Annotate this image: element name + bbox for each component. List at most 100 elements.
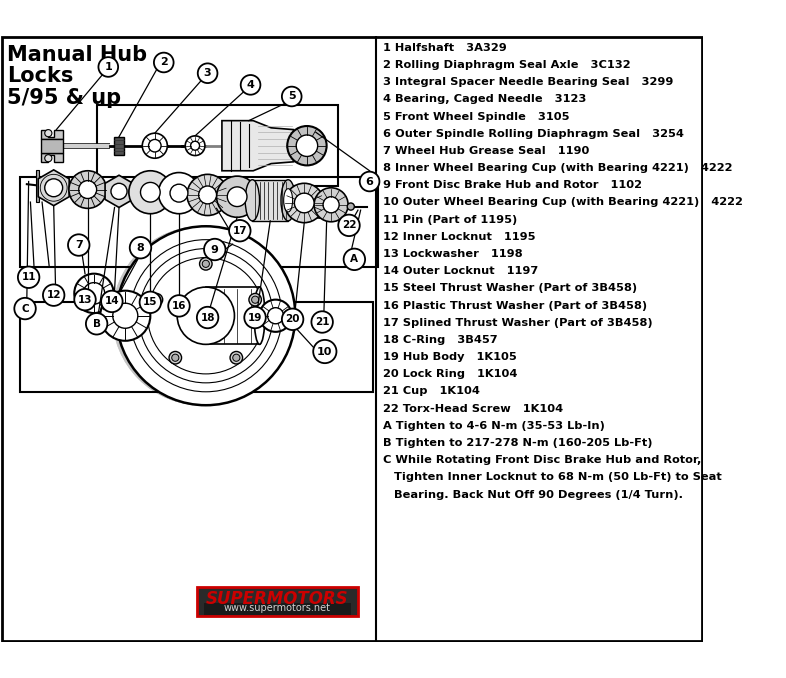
Text: 11 Pin (Part of 1195): 11 Pin (Part of 1195) — [384, 215, 518, 224]
Text: 22 Torx-Head Screw   1K104: 22 Torx-Head Screw 1K104 — [384, 403, 564, 414]
Text: Locks: Locks — [7, 66, 74, 86]
Circle shape — [196, 306, 219, 328]
Polygon shape — [41, 153, 63, 162]
Bar — [36, 170, 39, 202]
Text: www.supermotors.net: www.supermotors.net — [224, 603, 331, 614]
Text: 3 Integral Spacer Needle Bearing Seal   3299: 3 Integral Spacer Needle Bearing Seal 32… — [384, 77, 674, 87]
Text: 21 Cup   1K104: 21 Cup 1K104 — [384, 386, 480, 397]
Circle shape — [338, 215, 360, 236]
Circle shape — [230, 351, 243, 364]
Circle shape — [244, 306, 266, 328]
Circle shape — [313, 340, 336, 363]
Text: 18: 18 — [200, 313, 215, 323]
Circle shape — [159, 173, 200, 214]
Circle shape — [252, 296, 259, 303]
Circle shape — [267, 308, 284, 324]
Text: B: B — [93, 319, 101, 329]
Circle shape — [323, 197, 339, 213]
Circle shape — [154, 53, 174, 73]
Circle shape — [199, 186, 217, 204]
Circle shape — [111, 183, 127, 199]
Circle shape — [68, 235, 90, 256]
Circle shape — [140, 292, 161, 313]
Circle shape — [171, 354, 179, 361]
Circle shape — [45, 155, 52, 162]
Circle shape — [296, 135, 318, 157]
Circle shape — [229, 220, 251, 241]
Circle shape — [187, 174, 228, 216]
Circle shape — [43, 284, 64, 306]
Circle shape — [204, 239, 226, 260]
Circle shape — [200, 258, 212, 270]
Circle shape — [101, 291, 150, 341]
Text: 3: 3 — [204, 68, 211, 78]
Text: 17 Splined Thrust Washer (Part of 3B458): 17 Splined Thrust Washer (Part of 3B458) — [384, 318, 653, 327]
Text: 4 Bearing, Caged Needle   3123: 4 Bearing, Caged Needle 3123 — [384, 94, 587, 104]
Text: 13: 13 — [78, 295, 92, 304]
Text: 14 Outer Locknut   1197: 14 Outer Locknut 1197 — [384, 266, 538, 276]
Circle shape — [69, 171, 106, 208]
Circle shape — [202, 260, 209, 267]
Circle shape — [129, 171, 172, 214]
Circle shape — [249, 294, 262, 306]
Text: 10 Outer Wheel Bearing Cup (with Bearing 4221)   4222: 10 Outer Wheel Bearing Cup (with Bearing… — [384, 197, 744, 207]
Circle shape — [116, 226, 296, 405]
Text: 1 Halfshaft   3A329: 1 Halfshaft 3A329 — [384, 43, 507, 53]
Text: 9 Front Disc Brake Hub and Rotor   1102: 9 Front Disc Brake Hub and Rotor 1102 — [384, 180, 642, 191]
Text: 6: 6 — [365, 176, 373, 186]
Circle shape — [259, 300, 292, 332]
Circle shape — [101, 291, 123, 312]
Circle shape — [79, 180, 97, 199]
Bar — [20, 177, 377, 266]
Circle shape — [18, 266, 39, 288]
Circle shape — [169, 351, 182, 364]
Circle shape — [86, 313, 108, 334]
Circle shape — [149, 140, 161, 152]
Text: 11: 11 — [21, 273, 36, 282]
Text: 15 Steel Thrust Washer (Part of 3B458): 15 Steel Thrust Washer (Part of 3B458) — [384, 283, 637, 294]
Circle shape — [311, 311, 333, 333]
Circle shape — [170, 184, 188, 202]
Text: 13 Lockwasher   1198: 13 Lockwasher 1198 — [384, 249, 523, 259]
Text: B Tighten to 217-278 N-m (160-205 Lb-Ft): B Tighten to 217-278 N-m (160-205 Lb-Ft) — [384, 438, 653, 448]
Text: 12 Inner Locknut   1195: 12 Inner Locknut 1195 — [384, 232, 536, 242]
Text: 20: 20 — [285, 315, 300, 324]
Text: Tighten Inner Locknut to 68 N-m (50 Lb-Ft) to Seat: Tighten Inner Locknut to 68 N-m (50 Lb-F… — [395, 473, 722, 482]
Text: 15: 15 — [143, 298, 157, 307]
Circle shape — [285, 183, 324, 222]
Circle shape — [83, 283, 105, 304]
Circle shape — [295, 193, 314, 213]
Text: 7 Wheel Hub Grease Seal   1190: 7 Wheel Hub Grease Seal 1190 — [384, 146, 590, 156]
Circle shape — [198, 63, 218, 83]
Circle shape — [190, 141, 200, 151]
Text: 2 Rolling Diaphragm Seal Axle   3C132: 2 Rolling Diaphragm Seal Axle 3C132 — [384, 60, 631, 70]
Circle shape — [130, 237, 151, 258]
Text: 17: 17 — [233, 226, 247, 236]
Ellipse shape — [284, 188, 292, 212]
Polygon shape — [39, 170, 69, 205]
Text: 6 Outer Spindle Rolling Diaphragm Seal   3254: 6 Outer Spindle Rolling Diaphragm Seal 3… — [384, 129, 685, 139]
Circle shape — [14, 298, 36, 319]
Circle shape — [227, 187, 247, 207]
Circle shape — [112, 303, 138, 328]
Bar — [41, 138, 63, 153]
Circle shape — [287, 126, 327, 165]
Bar — [196, 587, 358, 616]
Bar — [204, 603, 351, 615]
Circle shape — [141, 182, 160, 202]
Circle shape — [347, 203, 354, 210]
Text: 19 Hub Body   1K105: 19 Hub Body 1K105 — [384, 352, 517, 362]
Circle shape — [314, 188, 348, 222]
Circle shape — [74, 289, 96, 311]
Text: 19: 19 — [248, 313, 263, 323]
Text: 4: 4 — [247, 80, 255, 90]
Text: A Tighten to 4-6 N-m (35-53 Lb-In): A Tighten to 4-6 N-m (35-53 Lb-In) — [384, 421, 605, 431]
Text: SUPERMOTORS: SUPERMOTORS — [206, 591, 349, 608]
Text: 16: 16 — [171, 301, 186, 311]
Circle shape — [45, 129, 52, 137]
Text: A: A — [351, 254, 358, 264]
Bar — [97, 106, 338, 186]
Ellipse shape — [281, 180, 296, 221]
Circle shape — [142, 133, 167, 158]
Ellipse shape — [245, 180, 259, 221]
